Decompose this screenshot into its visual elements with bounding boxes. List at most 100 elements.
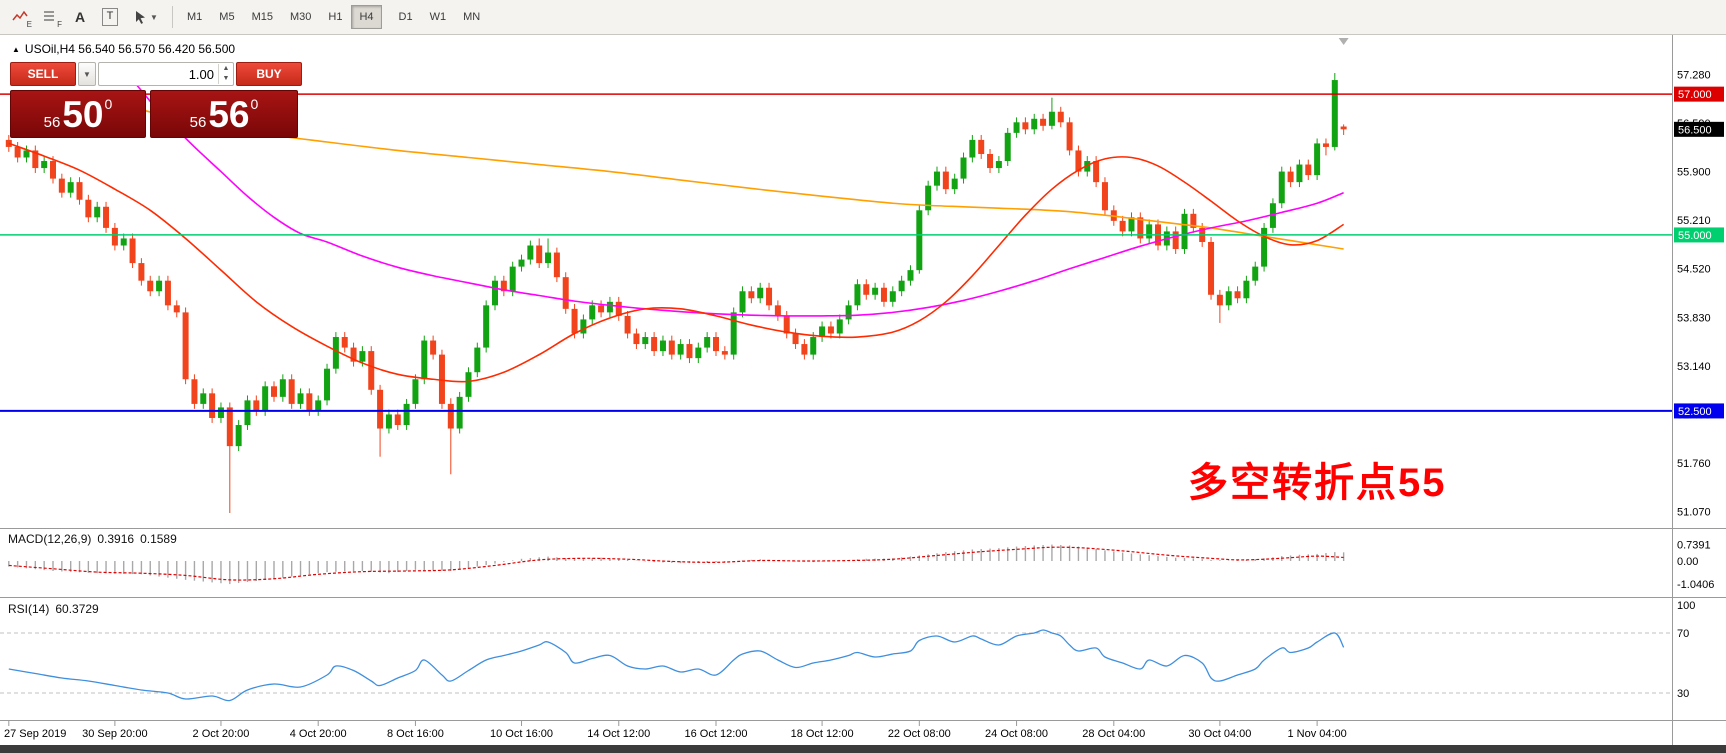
- text-box-button[interactable]: T: [96, 4, 124, 30]
- candle-body: [394, 414, 401, 426]
- boxed-t-icon: T: [101, 8, 119, 26]
- candle-body: [863, 284, 870, 295]
- candle-body: [810, 337, 817, 355]
- list-rows-icon: [44, 11, 54, 21]
- time-tick-label: 8 Oct 16:00: [387, 728, 444, 740]
- candle-body: [1101, 182, 1108, 211]
- candle-body: [545, 252, 552, 264]
- timeframe-button-M15[interactable]: M15: [244, 5, 281, 29]
- candle-body: [1287, 171, 1294, 183]
- timeframe-button-H4[interactable]: H4: [351, 5, 382, 29]
- candle-body: [739, 291, 746, 313]
- price-tick-label: 57.280: [1677, 69, 1711, 81]
- price-tick-label: 51.070: [1677, 507, 1711, 519]
- candle-body: [129, 238, 136, 264]
- candle-body: [872, 287, 879, 295]
- candle-body: [191, 379, 198, 404]
- icon-sub-label: E: [26, 20, 32, 29]
- candle-body: [377, 389, 384, 429]
- candle-body: [156, 280, 163, 292]
- candle-body: [1146, 224, 1153, 239]
- candle-body: [1243, 280, 1250, 299]
- chart-annotation[interactable]: 多空转折点55: [1188, 461, 1447, 505]
- timeframe-button-H1[interactable]: H1: [320, 5, 350, 29]
- volume-dropdown-button[interactable]: ▼: [78, 62, 96, 86]
- timeframe-button-M1[interactable]: M1: [179, 5, 210, 29]
- timeframe-button-W1[interactable]: W1: [422, 5, 455, 29]
- time-tick-label: 30 Sep 20:00: [82, 728, 147, 740]
- buy-button[interactable]: BUY: [236, 62, 302, 86]
- candle-body: [421, 340, 428, 380]
- candle-body: [651, 337, 658, 352]
- candle-body: [1261, 227, 1268, 267]
- chart-shift-marker[interactable]: [1338, 38, 1349, 45]
- sell-button[interactable]: SELL: [10, 62, 76, 86]
- rsi-indicator-label: RSI(14) 60.3729: [8, 602, 105, 616]
- time-tick-label: 18 Oct 12:00: [791, 728, 854, 740]
- candle-body: [306, 393, 313, 411]
- trade-panel-controls: SELL ▼ 1.00 ▲ ▼ BUY: [10, 62, 302, 86]
- candle-body: [111, 227, 118, 246]
- price-tick-label: 55.210: [1677, 215, 1711, 227]
- candle-body: [103, 206, 110, 228]
- price-tick-label: 53.830: [1677, 312, 1711, 324]
- candle-body: [1066, 122, 1073, 151]
- candle-body: [1252, 266, 1259, 281]
- time-axis[interactable]: 27 Sep 2019 30 Sep 20:00 2 Oct 20:00 4 Oct …: [4, 721, 1347, 740]
- candle-body: [580, 319, 587, 334]
- chevron-up-icon: ▲: [222, 65, 230, 72]
- price-badge: [1674, 86, 1724, 102]
- volume-stepper[interactable]: ▲ ▼: [218, 64, 233, 84]
- panel-separators[interactable]: [0, 35, 1726, 745]
- timeframe-button-M30[interactable]: M30: [282, 5, 319, 29]
- candle-body: [969, 139, 976, 158]
- ask-price-tile[interactable]: 56 56 0: [150, 90, 298, 138]
- volume-field[interactable]: 1.00 ▲ ▼: [98, 62, 234, 86]
- price-lines-layer[interactable]: [0, 93, 1672, 412]
- price-axis[interactable]: 57.28056.59055.90055.21054.52053.83053.1…: [1674, 69, 1724, 519]
- candle-body: [235, 425, 242, 447]
- candle-body: [518, 259, 525, 267]
- time-tick-label: 4 Oct 20:00: [290, 728, 347, 740]
- candle-body: [94, 206, 101, 218]
- ma-slow-line: [123, 103, 1344, 250]
- candle-body: [500, 280, 507, 292]
- indicator-e-button[interactable]: E: [6, 4, 34, 30]
- candle-body: [1225, 291, 1232, 306]
- candle-body: [995, 161, 1002, 169]
- candle-body: [1331, 80, 1338, 147]
- timeframe-button-D1[interactable]: D1: [391, 5, 421, 29]
- timeframe-button-M5[interactable]: M5: [211, 5, 242, 29]
- candle-body: [854, 284, 861, 306]
- candle-body: [783, 315, 790, 334]
- bid-price-tile[interactable]: 56 50 0: [10, 90, 146, 138]
- timeframe-button-MN[interactable]: MN: [455, 5, 488, 29]
- candle-body: [898, 280, 905, 292]
- volume-value: 1.00: [188, 66, 214, 82]
- candle-body: [571, 308, 578, 334]
- candle-body: [1216, 294, 1223, 306]
- candle-body: [217, 407, 224, 418]
- candle-body: [120, 238, 127, 246]
- ask-big-digits: 56: [208, 93, 250, 135]
- text-label-button[interactable]: A: [66, 4, 94, 30]
- data-window-f-button[interactable]: F: [36, 4, 64, 30]
- candle-body: [624, 315, 631, 334]
- candle-body: [668, 340, 675, 355]
- time-tick-label: 16 Oct 12:00: [685, 728, 748, 740]
- candle-body: [801, 344, 808, 355]
- collapse-panel-icon[interactable]: ▲: [12, 44, 20, 54]
- candle-body: [50, 161, 56, 179]
- candle-body: [1119, 220, 1126, 232]
- candle-body: [721, 351, 728, 355]
- candle-body: [1340, 126, 1347, 130]
- price-badge-label: 52.500: [1678, 406, 1712, 418]
- candle-body: [492, 280, 498, 306]
- candle-body: [430, 340, 437, 355]
- cursor-tool-button[interactable]: ▼: [126, 4, 164, 30]
- candle-body: [827, 326, 834, 334]
- candle-body: [147, 280, 154, 292]
- candle-body: [244, 400, 251, 426]
